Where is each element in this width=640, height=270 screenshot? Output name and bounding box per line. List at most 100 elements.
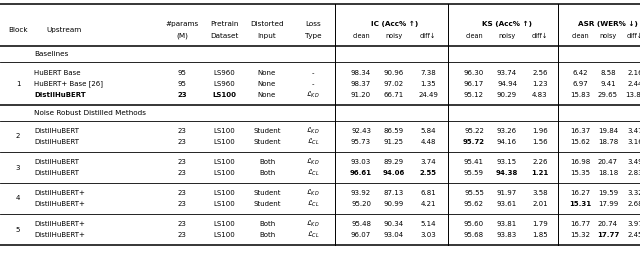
Text: Student: Student xyxy=(253,201,281,207)
Text: 93.04: 93.04 xyxy=(384,232,404,238)
Text: 95.62: 95.62 xyxy=(464,201,484,207)
Text: 17.77: 17.77 xyxy=(597,232,619,238)
Text: 96.07: 96.07 xyxy=(351,232,371,238)
Text: 2.56: 2.56 xyxy=(532,70,548,76)
Text: 96.17: 96.17 xyxy=(464,81,484,87)
Text: 98.34: 98.34 xyxy=(351,70,371,76)
Text: 1.85: 1.85 xyxy=(532,232,548,238)
Text: Dataset: Dataset xyxy=(210,33,238,39)
Text: -: - xyxy=(312,70,314,76)
Text: ASR (WER% ↓): ASR (WER% ↓) xyxy=(577,21,637,27)
Text: 23: 23 xyxy=(177,190,186,196)
Text: 3.03: 3.03 xyxy=(420,232,436,238)
Text: 15.31: 15.31 xyxy=(569,201,591,207)
Text: 93.26: 93.26 xyxy=(497,128,517,134)
Text: Noise Robust Distilled Methods: Noise Robust Distilled Methods xyxy=(34,110,146,116)
Text: 6.42: 6.42 xyxy=(572,70,588,76)
Text: 3: 3 xyxy=(16,164,20,170)
Text: 2.83: 2.83 xyxy=(627,170,640,176)
Text: 96.61: 96.61 xyxy=(350,170,372,176)
Text: 13.82: 13.82 xyxy=(625,92,640,98)
Text: Student: Student xyxy=(253,190,281,196)
Text: HuBERT Base: HuBERT Base xyxy=(34,70,81,76)
Text: KS (Acc% ↑): KS (Acc% ↑) xyxy=(482,21,532,27)
Text: 4.21: 4.21 xyxy=(420,201,436,207)
Text: 5.84: 5.84 xyxy=(420,128,436,134)
Text: 23: 23 xyxy=(177,221,186,227)
Text: 19.84: 19.84 xyxy=(598,128,618,134)
Text: 95.41: 95.41 xyxy=(464,159,484,165)
Text: HuBERT+ Base [26]: HuBERT+ Base [26] xyxy=(34,81,103,87)
Text: Student: Student xyxy=(253,139,281,145)
Text: 2: 2 xyxy=(16,133,20,140)
Text: $\mathcal{L}_{CL}$: $\mathcal{L}_{CL}$ xyxy=(307,168,319,178)
Text: 3.47: 3.47 xyxy=(627,128,640,134)
Text: 93.03: 93.03 xyxy=(351,159,371,165)
Text: 1.96: 1.96 xyxy=(532,128,548,134)
Text: 93.92: 93.92 xyxy=(351,190,371,196)
Text: 1.23: 1.23 xyxy=(532,81,548,87)
Text: 95: 95 xyxy=(177,70,186,76)
Text: 93.81: 93.81 xyxy=(497,221,517,227)
Text: Pretrain: Pretrain xyxy=(210,21,238,27)
Text: $\mathcal{L}_{KD}$: $\mathcal{L}_{KD}$ xyxy=(306,188,320,198)
Text: 95.55: 95.55 xyxy=(464,190,484,196)
Text: 66.71: 66.71 xyxy=(384,92,404,98)
Text: 90.96: 90.96 xyxy=(384,70,404,76)
Text: LS100: LS100 xyxy=(213,159,235,165)
Text: LS100: LS100 xyxy=(213,201,235,207)
Text: noisy: noisy xyxy=(600,33,616,39)
Text: 23: 23 xyxy=(177,201,186,207)
Text: 93.61: 93.61 xyxy=(497,201,517,207)
Text: 2.55: 2.55 xyxy=(419,170,436,176)
Text: 95.68: 95.68 xyxy=(464,232,484,238)
Text: #params: #params xyxy=(165,21,198,27)
Text: clean: clean xyxy=(571,33,589,39)
Text: 91.25: 91.25 xyxy=(384,139,404,145)
Text: LS100: LS100 xyxy=(212,92,236,98)
Text: 15.62: 15.62 xyxy=(570,139,590,145)
Text: 95.48: 95.48 xyxy=(351,221,371,227)
Text: 24.49: 24.49 xyxy=(418,92,438,98)
Text: 94.06: 94.06 xyxy=(383,170,405,176)
Text: IC (Acc% ↑): IC (Acc% ↑) xyxy=(371,21,418,27)
Text: DistilHuBERT: DistilHuBERT xyxy=(34,159,79,165)
Text: None: None xyxy=(258,81,276,87)
Text: 2.26: 2.26 xyxy=(532,159,548,165)
Text: 2.44: 2.44 xyxy=(627,81,640,87)
Text: 1.35: 1.35 xyxy=(420,81,436,87)
Text: 15.35: 15.35 xyxy=(570,170,590,176)
Text: 2.68: 2.68 xyxy=(627,201,640,207)
Text: 91.20: 91.20 xyxy=(351,92,371,98)
Text: clean: clean xyxy=(352,33,370,39)
Text: DistilHuBERT: DistilHuBERT xyxy=(34,139,79,145)
Text: 95.20: 95.20 xyxy=(351,201,371,207)
Text: Baselines: Baselines xyxy=(34,51,68,57)
Text: 92.43: 92.43 xyxy=(351,128,371,134)
Text: 3.49: 3.49 xyxy=(627,159,640,165)
Text: DistilHuBERT: DistilHuBERT xyxy=(34,128,79,134)
Text: 93.74: 93.74 xyxy=(497,70,517,76)
Text: 93.83: 93.83 xyxy=(497,232,517,238)
Text: diff↓: diff↓ xyxy=(627,33,640,39)
Text: 3.32: 3.32 xyxy=(627,190,640,196)
Text: noisy: noisy xyxy=(499,33,516,39)
Text: DistilHuBERT+: DistilHuBERT+ xyxy=(34,190,85,196)
Text: DistilHuBERT: DistilHuBERT xyxy=(34,170,79,176)
Text: 16.98: 16.98 xyxy=(570,159,590,165)
Text: 90.34: 90.34 xyxy=(384,221,404,227)
Text: 86.59: 86.59 xyxy=(384,128,404,134)
Text: LS960: LS960 xyxy=(213,70,235,76)
Text: 4.48: 4.48 xyxy=(420,139,436,145)
Text: DistilHuBERT+: DistilHuBERT+ xyxy=(34,221,85,227)
Text: 3.16: 3.16 xyxy=(627,139,640,145)
Text: diff↓: diff↓ xyxy=(420,33,436,39)
Text: 18.18: 18.18 xyxy=(598,170,618,176)
Text: diff↓: diff↓ xyxy=(532,33,548,39)
Text: $\mathcal{L}_{KD}$: $\mathcal{L}_{KD}$ xyxy=(306,126,320,136)
Text: 16.77: 16.77 xyxy=(570,221,590,227)
Text: Both: Both xyxy=(259,232,275,238)
Text: 15.32: 15.32 xyxy=(570,232,590,238)
Text: 2.01: 2.01 xyxy=(532,201,548,207)
Text: 16.37: 16.37 xyxy=(570,128,590,134)
